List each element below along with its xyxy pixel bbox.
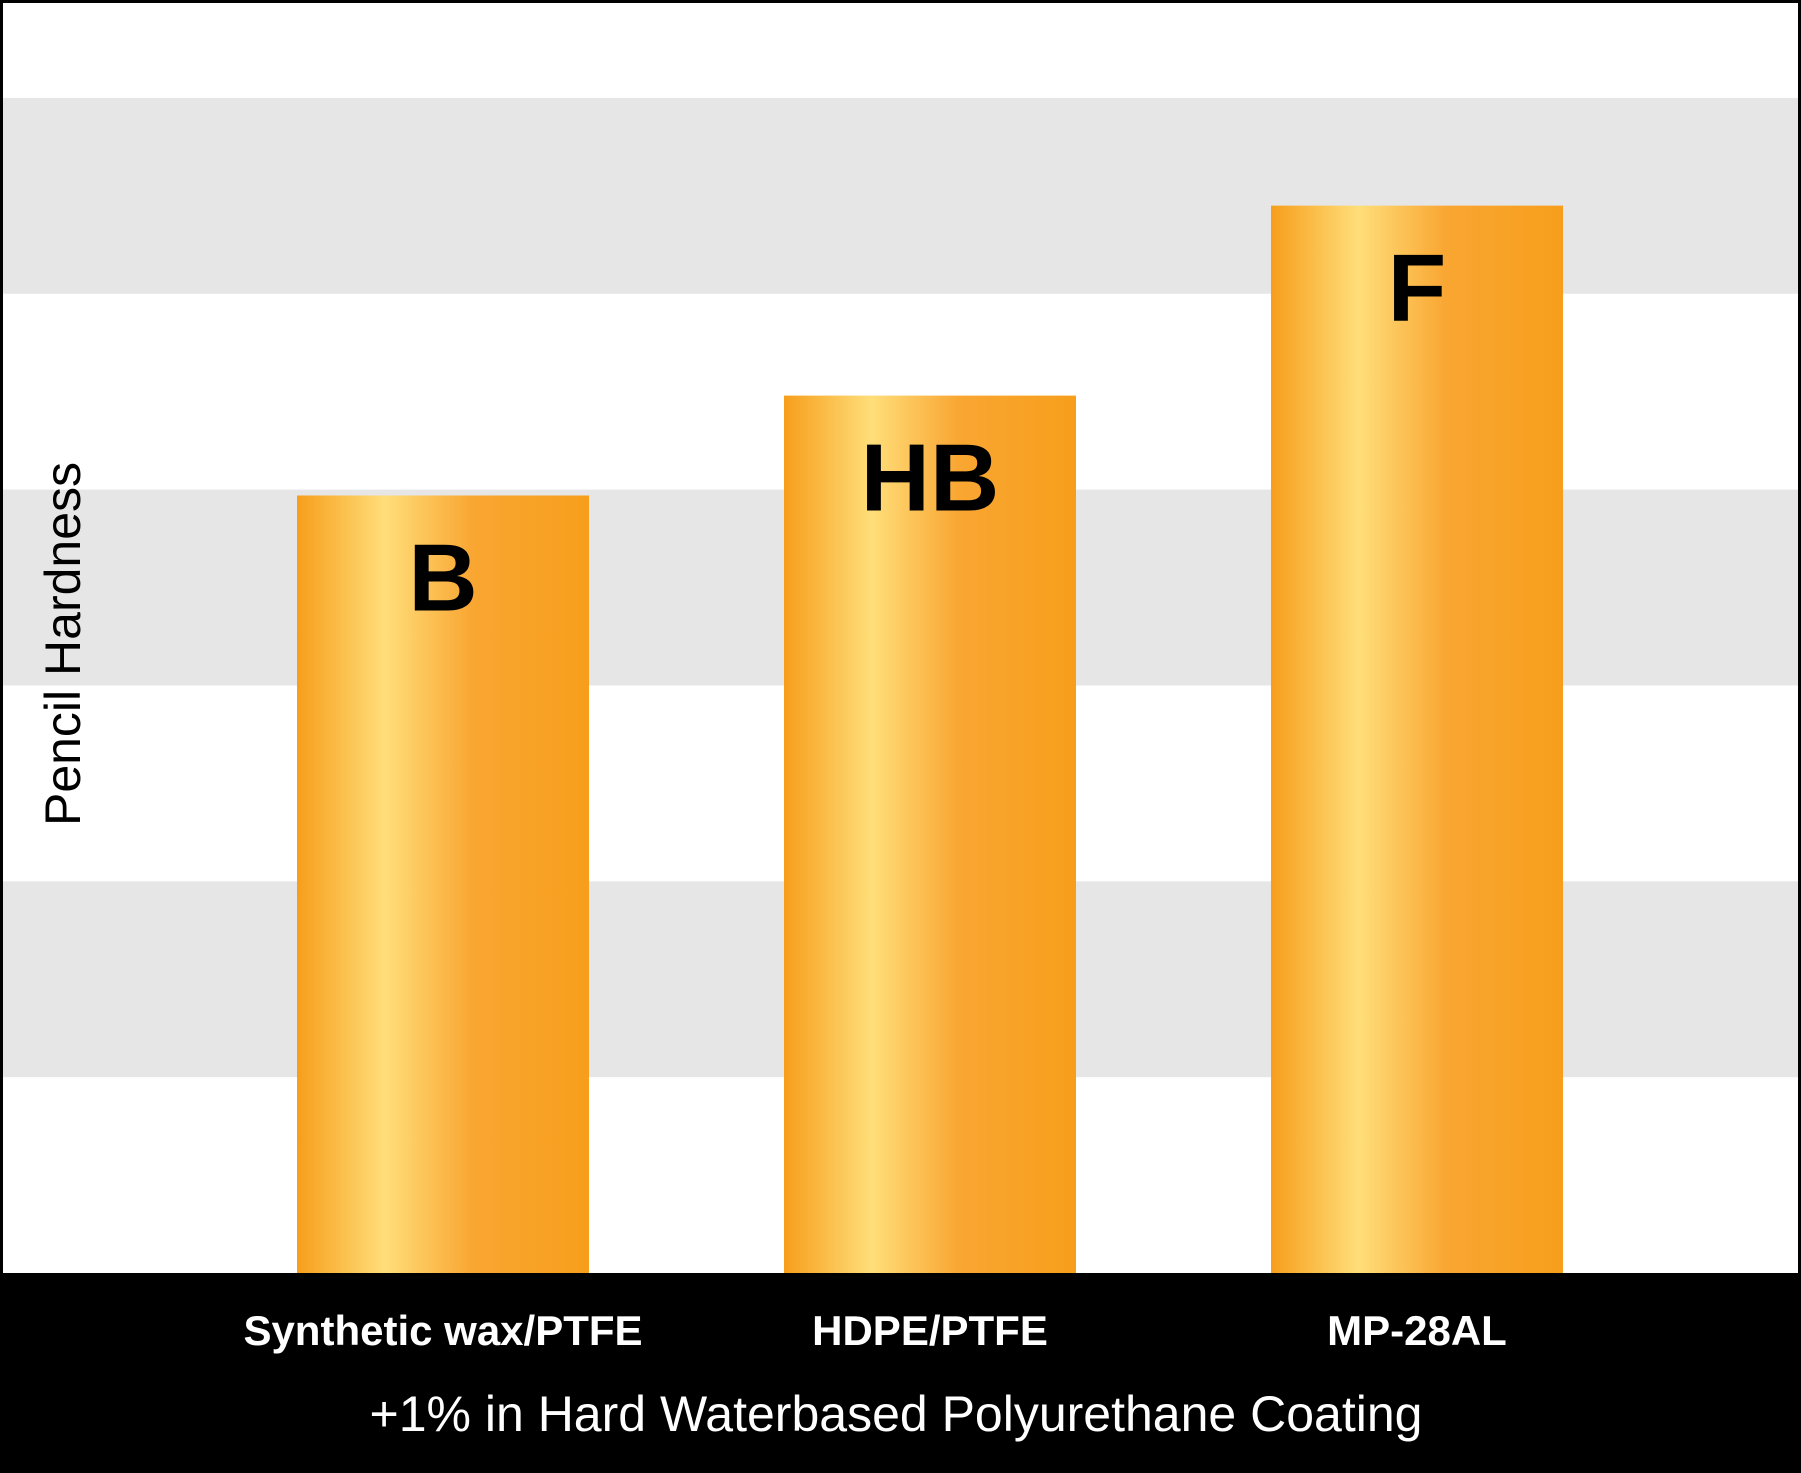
- x-axis-label: +1% in Hard Waterbased Polyurethane Coat…: [370, 1386, 1423, 1442]
- y-axis-label: Pencil Hardness: [35, 462, 91, 826]
- bar: [784, 395, 1076, 1273]
- bars: [297, 205, 1563, 1274]
- x-tick-label: HDPE/PTFE: [812, 1307, 1048, 1354]
- bar-data-label: HB: [861, 425, 1000, 532]
- x-tick-label: MP-28AL: [1327, 1307, 1507, 1354]
- x-tick-label: Synthetic wax/PTFE: [243, 1307, 642, 1354]
- bar-data-label: B: [408, 524, 477, 631]
- x-axis-band: [0, 1273, 1801, 1473]
- bar: [1271, 205, 1563, 1274]
- bar: [297, 495, 589, 1273]
- bar-data-label: F: [1388, 235, 1447, 342]
- labels: B Synthetic wax/PTFE HB HDPE/PTFE F MP-28AL: [243, 235, 1506, 1354]
